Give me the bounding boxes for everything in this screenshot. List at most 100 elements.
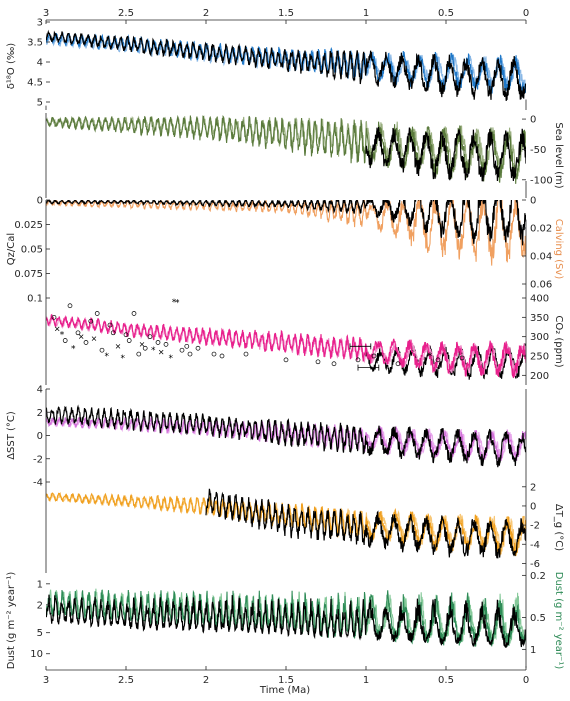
proxy-point <box>142 345 148 351</box>
proxy-point <box>187 351 193 357</box>
y-tick-label: -50 <box>530 145 546 156</box>
proxy-point <box>283 357 289 363</box>
proxy-point <box>99 347 105 353</box>
proxy-point <box>54 326 60 332</box>
x-tick-label: 2 <box>203 8 209 19</box>
proxy-point <box>315 359 321 365</box>
x-tick-label: 1 <box>363 675 369 686</box>
y-tick-label: 3 <box>37 18 43 29</box>
proxy-point <box>88 318 94 324</box>
y-axis-label: Calving (Sv) <box>553 219 564 280</box>
series-line <box>46 313 526 379</box>
y-tick-label: 0 <box>37 431 43 442</box>
proxy-point <box>139 342 145 347</box>
series-group <box>46 200 526 266</box>
y-tick-label: 0.075 <box>14 269 43 280</box>
proxy-point <box>219 353 225 359</box>
y-tick-label: 0.025 <box>14 220 43 231</box>
y-tick-label: 0.04 <box>530 252 552 263</box>
panel-sea_level: 0 -50 -100 Sea level (m) <box>45 113 564 198</box>
proxy-point <box>67 303 73 309</box>
top-time-axis: 3 2.5 2 1.5 1 0.5 0 <box>43 8 529 24</box>
y-axis-label: ΔT_g (°C) <box>553 504 564 551</box>
proxy-point <box>51 314 57 320</box>
x-tick-label: 2.5 <box>118 8 134 19</box>
panel-d18O: 3 3.5 4 4.5 5 δ¹⁸O (‰) <box>6 18 527 110</box>
proxy-point <box>163 342 169 347</box>
proxy-point <box>395 361 401 367</box>
x-tick-label: 2.5 <box>118 675 134 686</box>
y-tick-label: 0 <box>530 501 536 512</box>
y-tick-label: 200 <box>530 371 549 382</box>
proxy-point <box>94 311 100 316</box>
x-tick-label: 0.5 <box>438 8 454 19</box>
y-tick-label: 0 <box>530 196 536 207</box>
x-tick-label: 0 <box>523 675 529 686</box>
x-tick-label: 3 <box>43 8 49 19</box>
proxy-point <box>155 340 161 345</box>
series-line <box>46 114 526 184</box>
proxy-point <box>184 343 190 349</box>
x-tick-label: 0.5 <box>438 675 454 686</box>
proxy-point <box>331 361 337 367</box>
panel-qz_cal_calving: 0 0.025 0.05 0.075 0.1 0 0.02 0.04 0.06 Qz/Cal Cal… <box>6 196 564 305</box>
y-tick-label: 5 <box>37 98 43 109</box>
x-tick-label: 1.5 <box>278 675 294 686</box>
y-tick-label: 400 <box>530 294 549 305</box>
proxy-point <box>62 338 68 343</box>
x-tick-label: 1 <box>363 8 369 19</box>
series-line <box>46 200 526 246</box>
y-tick-label: 2 <box>37 408 43 419</box>
y-axis-label: Dust (g m⁻² year⁻¹) <box>553 572 564 670</box>
x-tick-label: 3 <box>43 675 49 686</box>
y-tick-label: 0.05 <box>21 245 43 256</box>
x-tick-label: 2 <box>203 675 209 686</box>
proxy-point: * <box>169 354 174 364</box>
proxy-point <box>78 334 84 339</box>
y-axis-label: δ¹⁸O (‰) <box>6 43 17 90</box>
y-tick-label: 4 <box>37 385 43 396</box>
y-tick-label: 4.5 <box>27 78 43 89</box>
y-tick-label: 0.02 <box>530 224 552 235</box>
y-tick-label: 2 <box>37 600 43 611</box>
proxy-point <box>83 340 89 345</box>
y-tick-label: 4 <box>37 58 43 69</box>
y-axis-label: Dust (g m⁻² year⁻¹) <box>6 572 17 670</box>
y-tick-label: 0.06 <box>530 280 552 291</box>
error-bar <box>349 343 372 350</box>
y-tick-label: 10 <box>30 649 43 660</box>
y-tick-label: 250 <box>530 352 549 363</box>
y-tick-label: 0.2 <box>530 571 546 582</box>
proxy-point: * <box>175 299 180 309</box>
series-line <box>46 200 526 266</box>
series-group <box>46 29 526 101</box>
y-axis-label: ΔSST (°C) <box>6 411 17 460</box>
y-tick-label: 350 <box>530 313 549 324</box>
proxy-point <box>136 351 142 357</box>
y-tick-label: 0.5 <box>530 613 546 624</box>
y-tick-label: 0 <box>37 196 43 207</box>
proxy-point <box>91 336 97 341</box>
y-tick-label: -2 <box>33 454 43 465</box>
series-group <box>46 588 526 648</box>
series-group <box>46 488 526 559</box>
y-tick-label: -4 <box>33 478 43 489</box>
y-tick-label: 2 <box>530 482 536 493</box>
y-tick-label: 300 <box>530 332 549 343</box>
y-axis-label: Qz/Cal <box>6 233 17 265</box>
y-tick-label: -4 <box>530 540 540 551</box>
x-tick-label: 0 <box>523 8 529 19</box>
series-line <box>46 404 526 468</box>
error-bar <box>357 364 380 371</box>
proxy-point <box>459 355 465 361</box>
y-tick-label: 0 <box>530 115 536 126</box>
proxy-point <box>107 322 113 328</box>
proxy-point <box>131 311 137 316</box>
series-group <box>46 114 526 184</box>
y-tick-label: 1 <box>37 579 43 590</box>
proxy-point <box>110 330 116 336</box>
series-line <box>46 32 526 98</box>
series-line <box>46 29 526 101</box>
panel-sst: -4 -2 0 2 4 ΔSST (°C) <box>6 385 527 489</box>
